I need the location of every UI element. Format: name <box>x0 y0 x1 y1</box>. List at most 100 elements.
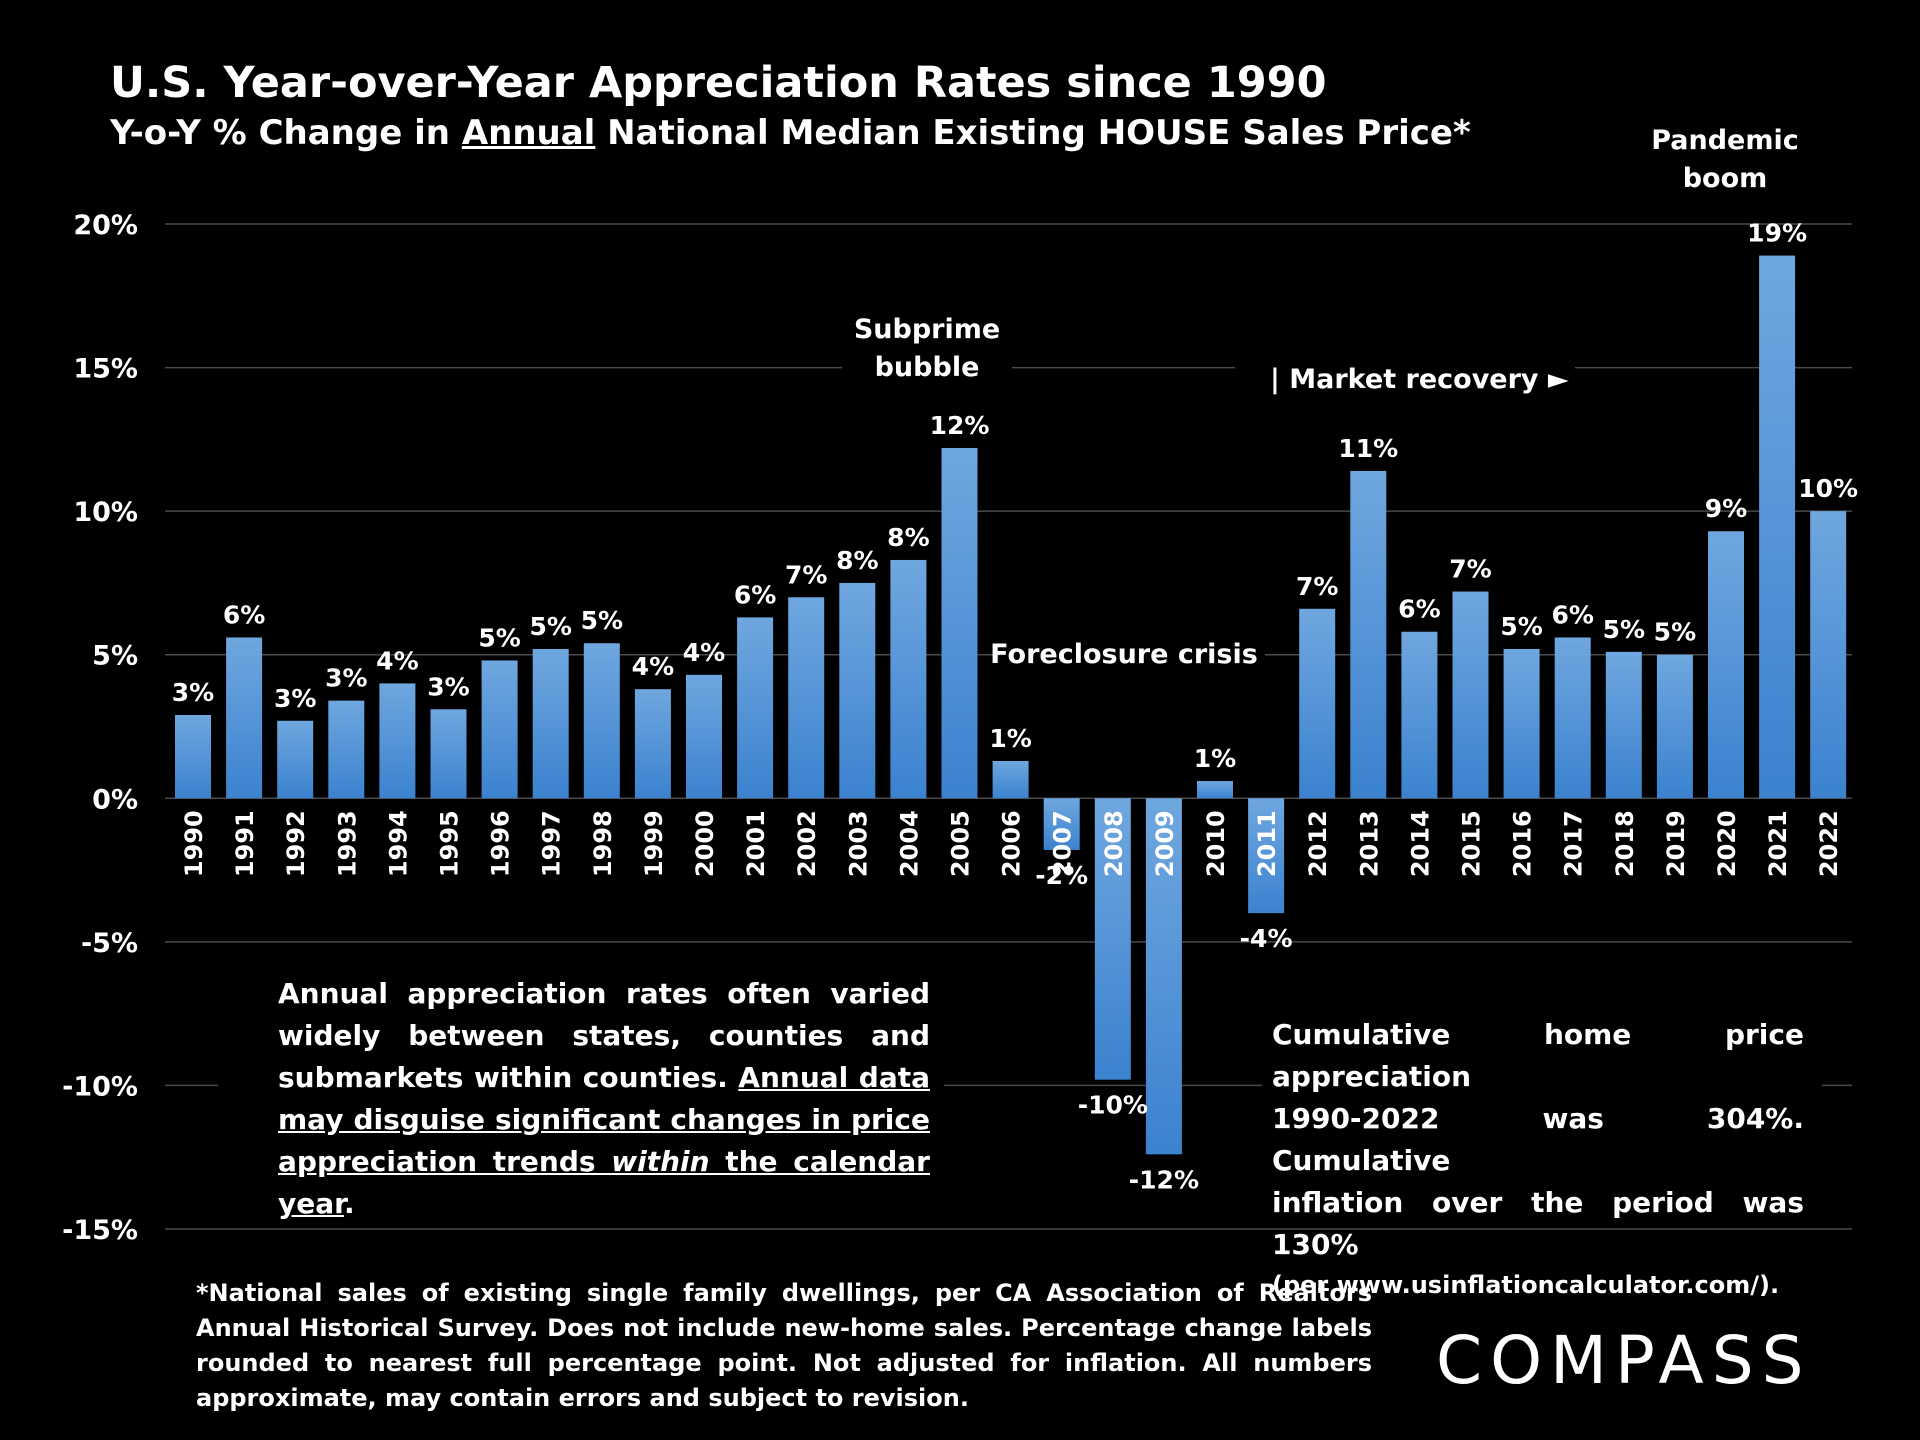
x-tick-label: 2003 <box>844 810 872 877</box>
bar-2012 <box>1299 608 1336 799</box>
subtitle-pre: Y-o-Y % Change in <box>110 113 462 153</box>
x-tick-label: 1995 <box>436 810 464 877</box>
x-tick-label: 2021 <box>1764 810 1792 877</box>
x-tick-label: 1992 <box>282 810 310 877</box>
bar-2020 <box>1708 531 1744 799</box>
bar-1991 <box>226 637 263 799</box>
bar-2009 <box>1145 798 1182 1155</box>
y-tick-label: -10% <box>62 1071 138 1102</box>
x-tick-label: 1997 <box>538 810 566 877</box>
annotation-text: Foreclosure crisis <box>990 639 1258 670</box>
annotation-text: | Market recovery ► <box>1270 364 1569 395</box>
x-tick-label: 2009 <box>1151 810 1179 877</box>
data-label: 6% <box>1551 600 1593 629</box>
x-tick-label: 2010 <box>1202 810 1230 877</box>
x-tick-label: 2000 <box>691 810 719 877</box>
y-tick-label: -15% <box>62 1215 138 1246</box>
chart-subtitle: Y-o-Y % Change in Annual National Median… <box>110 113 1471 153</box>
annotation-text: boom <box>1683 163 1768 194</box>
bar-1990 <box>175 715 211 799</box>
x-tick-label: 2005 <box>947 810 975 877</box>
bar-2007 <box>1043 798 1080 850</box>
bar-2022 <box>1810 511 1847 799</box>
gridline-gap <box>218 1060 944 1110</box>
note-left-end: . <box>343 1187 355 1220</box>
chart-title: U.S. Year-over-Year Appreciation Rates s… <box>110 58 1327 108</box>
gridline-gap <box>1000 630 1265 680</box>
bar-2003 <box>839 582 876 799</box>
data-label: 1% <box>1194 744 1236 773</box>
data-label: 4% <box>376 646 418 675</box>
x-tick-label: 1998 <box>589 810 617 877</box>
bar-2008 <box>1094 798 1131 1080</box>
data-label: 5% <box>1603 615 1645 644</box>
data-label: -4% <box>1240 924 1293 953</box>
x-tick-label: 2007 <box>1049 810 1077 877</box>
data-labels: 3% 6% 3% 3% 4% 3% 5% 5% 5% 4% 4% 6% 7% 8% 8% 12% 1% -2% -1… <box>172 219 1858 1195</box>
y-tick-label: 0% <box>92 784 138 815</box>
data-label: 19% <box>1747 219 1807 248</box>
bar-1998 <box>583 643 620 799</box>
y-tick-label: 15% <box>73 354 138 385</box>
x-axis-ticks: 1990 1991 1992 1993 1994 1995 1996 1997 1998 1999… <box>180 810 1843 877</box>
data-label: 5% <box>1500 612 1542 641</box>
note-right-line-3: inflation over the period was 130% <box>1272 1186 1804 1261</box>
bar-2019 <box>1656 654 1693 799</box>
bar-2001 <box>737 617 774 799</box>
bar-1993 <box>328 700 365 799</box>
data-label: 8% <box>836 546 878 575</box>
data-label: 3% <box>427 672 469 701</box>
data-label: 6% <box>223 600 265 629</box>
x-tick-label: 1991 <box>231 810 259 877</box>
annotation-text: bubble <box>875 352 980 383</box>
bars <box>175 255 1847 1155</box>
bar-1995 <box>430 709 467 799</box>
gridline-gap <box>1235 350 1575 390</box>
data-label: 9% <box>1705 494 1747 523</box>
bar-1996 <box>481 660 518 799</box>
data-label: 1% <box>989 724 1031 753</box>
data-label: 5% <box>529 612 571 641</box>
bar-2000 <box>686 674 722 799</box>
data-label: 10% <box>1798 474 1858 503</box>
data-label: 6% <box>734 580 776 609</box>
x-tick-label: 2011 <box>1253 810 1281 877</box>
x-tick-label: 2012 <box>1304 810 1332 877</box>
note-left-underline-a: Annual data <box>738 1061 930 1094</box>
note-left-underline-d: the calendar year <box>278 1145 930 1220</box>
x-tick-label: 2002 <box>793 810 821 877</box>
bar-1999 <box>634 689 671 799</box>
data-label: 4% <box>683 638 725 667</box>
compass-logo: COMPASS <box>1436 1322 1812 1399</box>
note-left-italic: within <box>611 1145 710 1178</box>
x-tick-label: 2020 <box>1713 810 1741 877</box>
data-label: 5% <box>478 623 520 652</box>
bar-2013 <box>1350 470 1387 799</box>
bar-2011 <box>1248 798 1285 914</box>
x-tick-label: 2008 <box>1100 810 1128 877</box>
y-tick-label: -5% <box>81 928 138 959</box>
bar-2004 <box>890 559 927 799</box>
data-label: -2% <box>1035 861 1088 890</box>
annotation-text: Pandemic <box>1651 125 1799 156</box>
subtitle-post: National Median Existing HOUSE Sales Pri… <box>595 113 1471 153</box>
bar-1997 <box>532 648 569 799</box>
bar-2010 <box>1197 781 1233 799</box>
x-tick-label: 2013 <box>1355 810 1383 877</box>
x-tick-label: 2001 <box>742 810 770 877</box>
data-label: 7% <box>1296 572 1338 601</box>
gridline-gap <box>842 350 1012 390</box>
footnote-text: *National sales of existing single famil… <box>196 1279 1372 1412</box>
x-tick-label: 2006 <box>998 810 1026 877</box>
x-tick-label: 2004 <box>895 810 923 877</box>
note-cumulative: Cumulative home price appreciation 1990-… <box>1272 1014 1804 1304</box>
note-left-line-3-text: submarkets within counties. <box>278 1061 728 1094</box>
data-label: 7% <box>1449 555 1491 584</box>
bar-1994 <box>379 683 416 799</box>
x-tick-label: 1994 <box>384 810 412 877</box>
bar-2014 <box>1401 631 1438 799</box>
note-left-line-2: widely between states, counties and <box>278 1019 930 1052</box>
bar-2002 <box>788 597 825 799</box>
x-tick-label: 2018 <box>1611 810 1639 877</box>
